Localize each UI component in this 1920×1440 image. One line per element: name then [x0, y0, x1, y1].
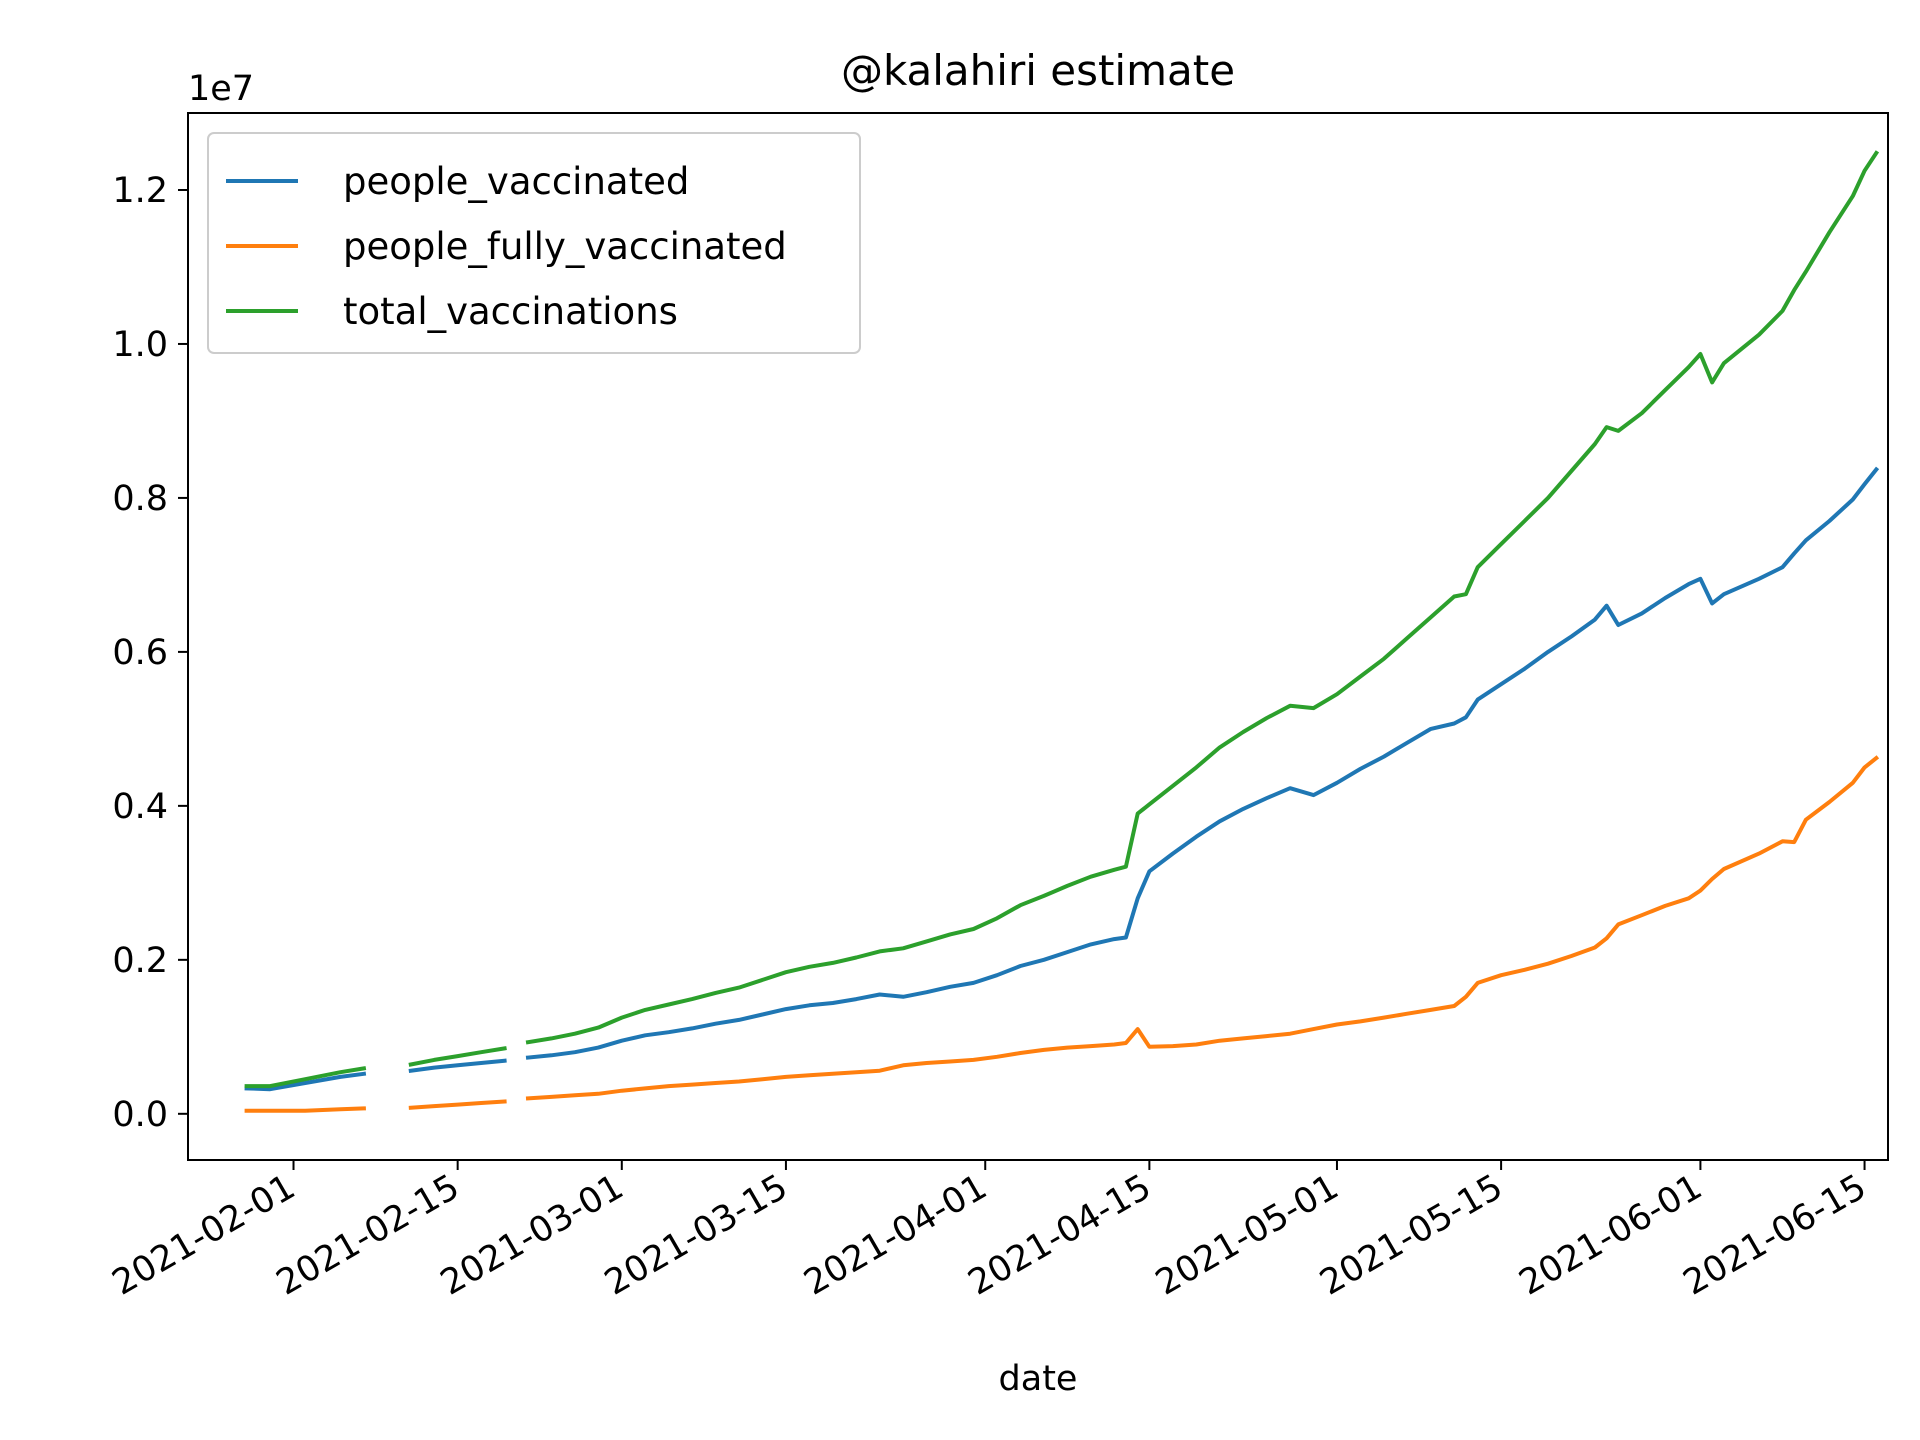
y-tick-label: 1.0 [112, 325, 168, 365]
series-layer [244, 150, 1880, 1113]
legend-entry: people_vaccinated [343, 160, 689, 203]
y-tick-label: 0.8 [112, 479, 168, 519]
series-line-total-vaccinations [244, 150, 1880, 1089]
y-tick-label: 1.2 [112, 171, 168, 211]
chart-title: @kalahiri estimate [841, 46, 1235, 95]
y-tick-label: 0.6 [112, 633, 168, 673]
plot-frame [187, 112, 1889, 1161]
series-line-people-fully-vaccinated [244, 755, 1880, 1113]
legend-entry: total_vaccinations [343, 290, 678, 333]
series-line-people-vaccinated [244, 466, 1880, 1092]
y-offset-label: 1e7 [188, 69, 254, 109]
y-tick-label: 0.2 [112, 941, 168, 981]
legend-box [207, 132, 861, 354]
y-tick-label: 0.4 [112, 787, 168, 827]
legend-entry: people_fully_vaccinated [343, 225, 787, 268]
x-axis-label: date [999, 1359, 1078, 1399]
y-tick-label: 0.0 [112, 1095, 168, 1135]
legend: people_vaccinated people_fully_vaccinated… [207, 132, 861, 354]
